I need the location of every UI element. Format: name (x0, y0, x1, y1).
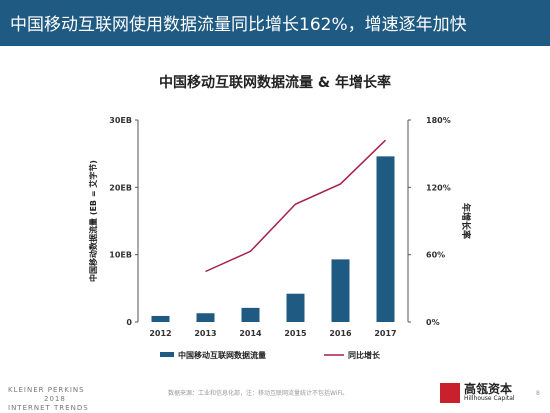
logo-mark-icon (440, 383, 460, 403)
logo-text-cn: 高瓴资本 (464, 382, 513, 396)
x-tick-label: 2014 (239, 329, 262, 338)
slide-title: 中国移动互联网使用数据流量同比增长162%，增速逐年加快 (10, 15, 467, 35)
header-bar: 中国移动互联网使用数据流量同比增长162%，增速逐年加快 (0, 0, 550, 46)
y-tick-label-right: 0% (426, 318, 440, 327)
growth-line (205, 139, 387, 273)
bar (151, 315, 170, 322)
bar (241, 307, 260, 322)
legend-label-line: 同比增长 (348, 350, 381, 360)
y-axis-title-right: 年增长率 (460, 203, 472, 239)
y-tick-label-left: 10EB (109, 251, 132, 260)
x-tick-label: 2012 (149, 329, 171, 338)
y-tick-label-left: 0 (126, 318, 132, 327)
y-tick-label-right: 180% (426, 116, 451, 125)
bar (331, 259, 350, 322)
y-tick-label-left: 30EB (109, 116, 132, 125)
x-tick-label: 2017 (374, 329, 396, 338)
bar (286, 293, 305, 322)
brand-line-3: INTERNET TRENDS (8, 404, 89, 412)
bar (196, 313, 215, 322)
x-tick-label: 2013 (194, 329, 216, 338)
logo-text-en: Hillhouse Capital (464, 395, 515, 402)
x-tick-label: 2015 (284, 329, 307, 338)
chart-title: 中国移动互联网数据流量 & 年增长率 (159, 75, 391, 91)
y-tick-label-right: 60% (426, 251, 445, 260)
page-number: 8 (536, 390, 540, 397)
y-tick-label-left: 20EB (109, 183, 132, 192)
y-axis-title-left: 中国移动数据流量 (EB = 艾字节) (88, 160, 98, 282)
brand-footer: KLEINER PERKINS 2018 INTERNET TRENDS (8, 386, 89, 413)
x-tick-label: 2016 (329, 329, 352, 338)
brand-line-1: KLEINER PERKINS (8, 386, 85, 394)
brand-line-2: 2018 (44, 395, 66, 403)
y-tick-label-right: 120% (426, 183, 451, 192)
source-note: 数据来源：工业和信息化部，注：移动互联网流量统计不包括WiFi。 (168, 390, 349, 397)
legend-label-bar: 中国移动互联网数据流量 (178, 350, 266, 360)
legend-swatch-bar (160, 352, 174, 357)
bar (376, 156, 395, 322)
